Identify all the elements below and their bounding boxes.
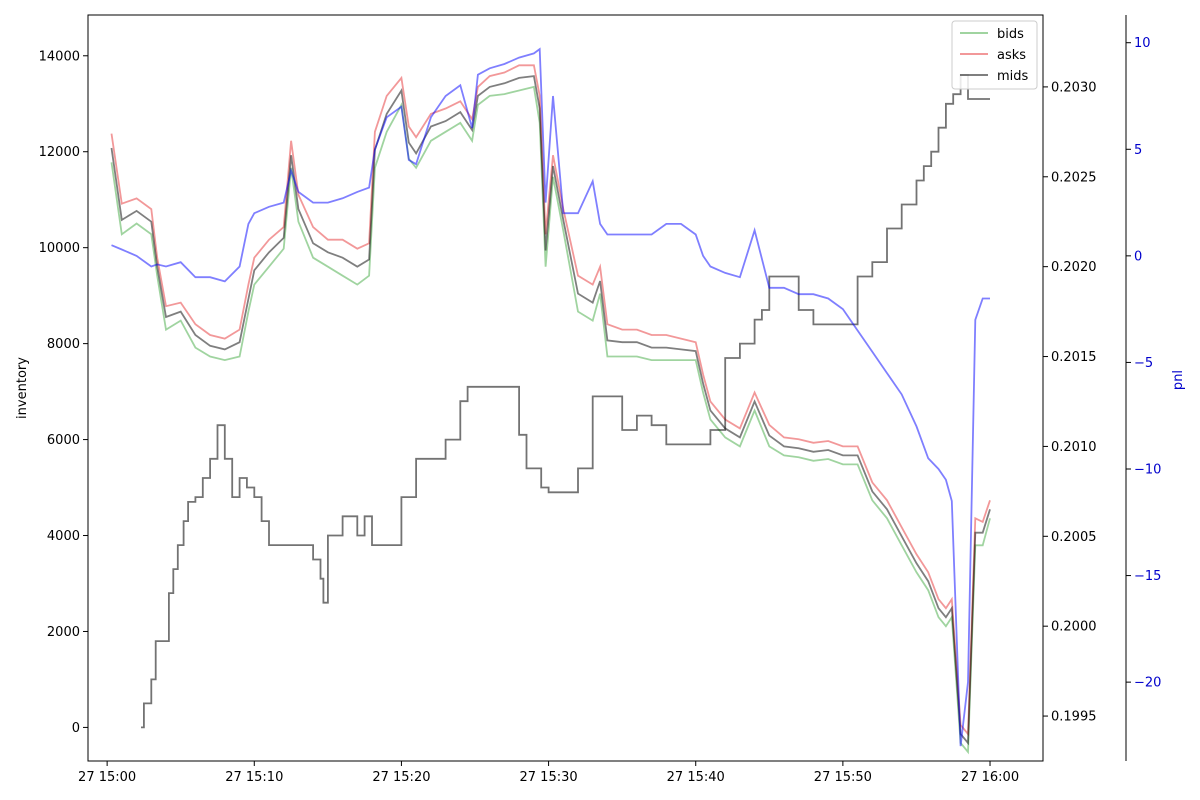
plot-frame [87,14,1044,762]
left-y-axis: 0 2000 4000 6000 8000 10000 12000 14000 [39,49,88,736]
legend-box [951,20,1038,90]
pnl-tick-label: 5 [1134,143,1142,158]
right-tick-label: 0.1995 [1051,710,1097,725]
series-line-pnl [111,47,990,747]
right-tick-label: 0.2015 [1051,350,1097,365]
x-tick-label: 27 15:20 [372,770,430,785]
right-tick-label: 0.2000 [1051,620,1097,635]
x-tick-label: 27 15:50 [814,770,872,785]
left-tick-label: 0 [72,721,80,736]
x-tick-label: 27 16:00 [961,770,1019,785]
x-tick-label: 27 15:10 [225,770,283,785]
x-tick-label: 27 15:30 [520,770,578,785]
pnl-tick-label: −10 [1134,462,1161,477]
series-line-asks [110,64,991,737]
pnl-axis-label: pnl [1171,370,1186,390]
right-tick-label: 0.2025 [1051,170,1097,185]
legend: bids asks mids [951,20,1038,90]
right-tick-label: 0.2010 [1051,440,1097,455]
left-tick-label: 2000 [47,625,80,640]
left-tick-label: 8000 [47,337,80,352]
x-tick-label: 27 15:40 [667,770,725,785]
pnl-tick-label: −20 [1134,676,1161,691]
pnl-tick-label: 0 [1134,249,1142,264]
legend-label-bids: bids [997,27,1024,42]
pnl-tick-label: −5 [1134,356,1153,371]
plot-series [110,47,991,755]
x-axis: 27 15:00 27 15:10 27 15:20 27 15:30 27 15:40… [78,761,1019,785]
right-y-axis: 0.1995 0.2000 0.2005 0.2010 0.2015 0.2020 0.20… [1043,80,1097,725]
right-tick-label: 0.2030 [1051,80,1097,95]
series-line-bids [110,85,991,755]
left-y-axis-label: inventory [15,357,30,419]
right-tick-label: 0.2020 [1051,260,1097,275]
left-tick-label: 14000 [39,49,80,64]
left-tick-label: 12000 [39,145,80,160]
pnl-tick-label: −15 [1134,569,1161,584]
left-tick-label: 10000 [39,241,80,256]
pnl-y-axis: −20 −15 −10 −5 0 5 10 [1126,36,1161,691]
series-line-mids [110,75,991,746]
legend-label-asks: asks [997,48,1026,63]
left-tick-label: 6000 [47,433,80,448]
pnl-tick-label: 10 [1134,36,1151,51]
series-line-inventory [141,74,990,729]
right-tick-label: 0.2005 [1051,530,1097,545]
x-tick-label: 27 15:00 [78,770,136,785]
legend-label-mids: mids [997,69,1029,84]
left-tick-label: 4000 [47,529,80,544]
